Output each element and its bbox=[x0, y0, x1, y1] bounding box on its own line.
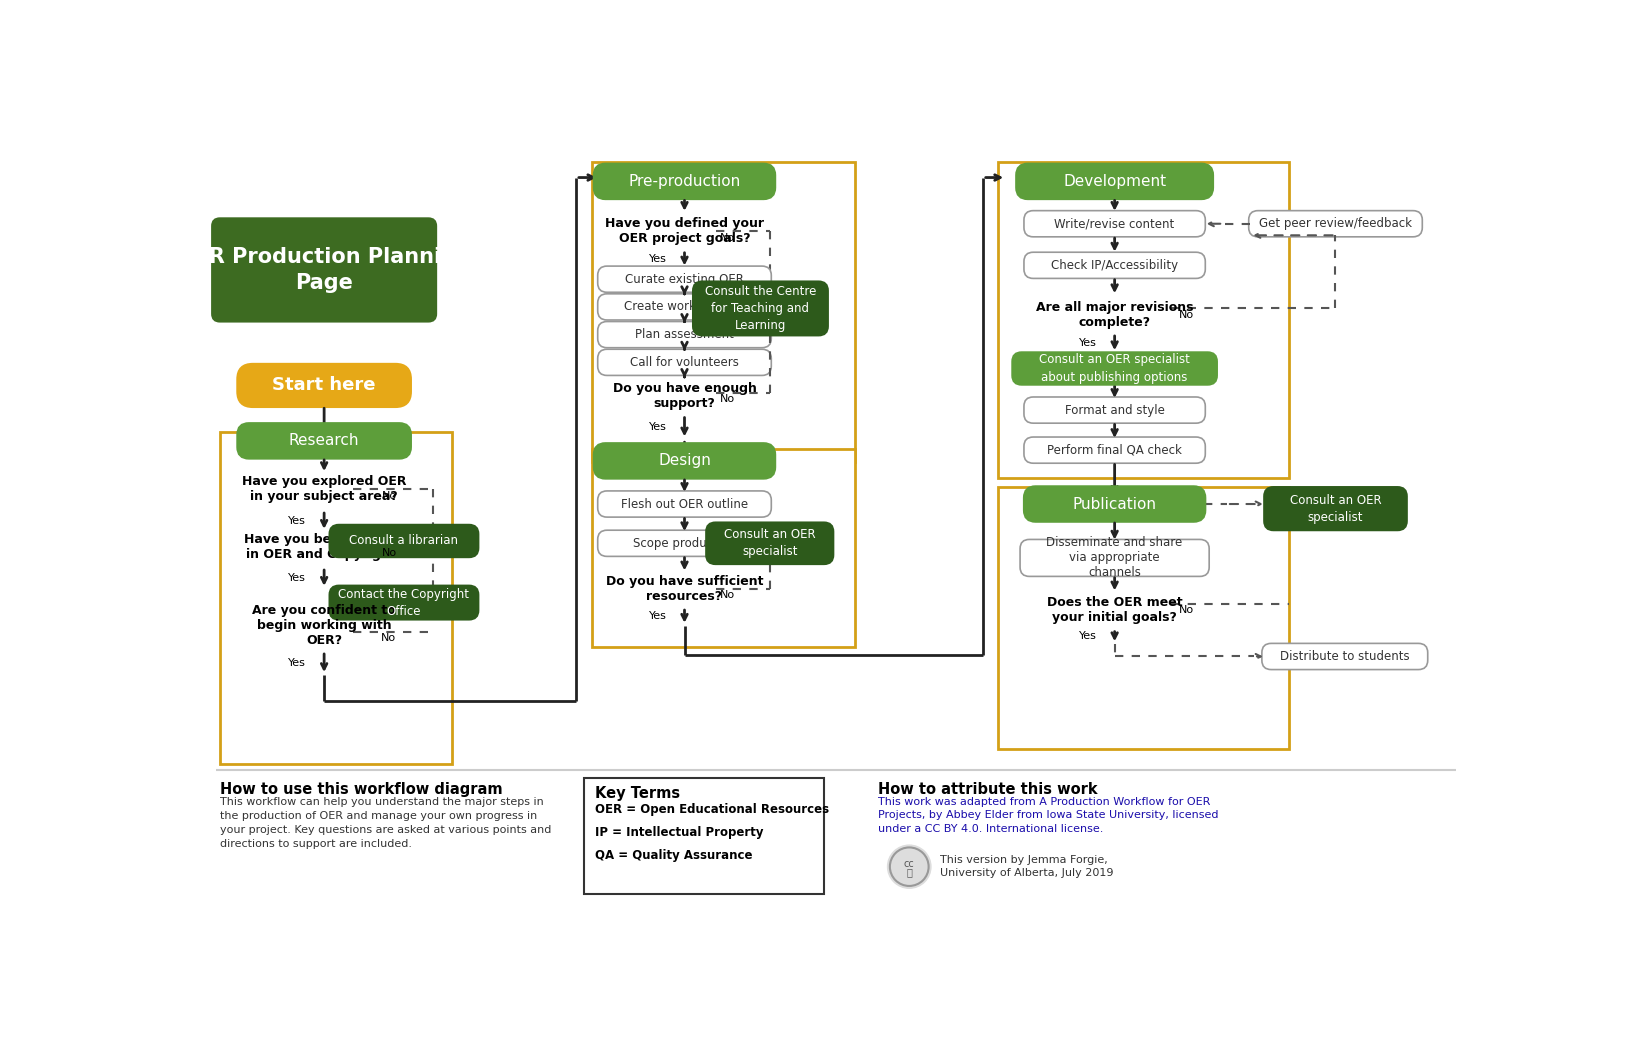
Bar bbox=[999, 487, 1289, 749]
Text: Consult an OER
specialist: Consult an OER specialist bbox=[1289, 493, 1381, 524]
FancyBboxPatch shape bbox=[594, 164, 775, 200]
FancyBboxPatch shape bbox=[330, 525, 478, 558]
FancyBboxPatch shape bbox=[694, 282, 827, 336]
Circle shape bbox=[888, 845, 930, 888]
Text: Get peer review/feedback: Get peer review/feedback bbox=[1258, 218, 1412, 230]
Text: Consult a librarian: Consult a librarian bbox=[349, 534, 459, 547]
Text: Pre-production: Pre-production bbox=[628, 174, 741, 189]
Text: QA = Quality Assurance: QA = Quality Assurance bbox=[596, 849, 752, 862]
FancyBboxPatch shape bbox=[597, 266, 772, 293]
FancyBboxPatch shape bbox=[597, 530, 772, 557]
FancyBboxPatch shape bbox=[212, 219, 436, 321]
FancyBboxPatch shape bbox=[1023, 210, 1206, 237]
Text: Flesh out OER outline: Flesh out OER outline bbox=[620, 497, 747, 510]
Text: Publication: Publication bbox=[1072, 496, 1157, 511]
Bar bbox=[584, 778, 824, 893]
Text: Start here: Start here bbox=[273, 376, 375, 395]
Text: Key Terms: Key Terms bbox=[596, 786, 681, 800]
Text: No: No bbox=[380, 633, 397, 643]
Text: University of Alberta, July 2019: University of Alberta, July 2019 bbox=[940, 868, 1113, 879]
Text: Design: Design bbox=[658, 453, 712, 469]
Text: This workflow can help you understand the major steps in
the production of OER a: This workflow can help you understand th… bbox=[219, 797, 552, 849]
Text: Have you defined your
OER project goals?: Have you defined your OER project goals? bbox=[605, 218, 764, 245]
Bar bbox=[591, 449, 855, 647]
Text: No: No bbox=[1178, 605, 1195, 616]
Text: cc: cc bbox=[904, 859, 914, 869]
Text: Does the OER meet
your initial goals?: Does the OER meet your initial goals? bbox=[1046, 597, 1183, 624]
FancyBboxPatch shape bbox=[1020, 540, 1209, 577]
Text: Create working docs: Create working docs bbox=[623, 300, 746, 314]
Text: OER Production Planning
Page: OER Production Planning Page bbox=[178, 247, 472, 294]
Text: Write/revise content: Write/revise content bbox=[1054, 218, 1175, 230]
FancyBboxPatch shape bbox=[330, 586, 478, 620]
Text: Do you have sufficient
resources?: Do you have sufficient resources? bbox=[605, 574, 764, 603]
Text: No: No bbox=[720, 590, 736, 600]
FancyBboxPatch shape bbox=[237, 423, 411, 458]
Text: No: No bbox=[720, 232, 736, 243]
Text: No: No bbox=[720, 394, 736, 404]
Text: Consult an OER
specialist: Consult an OER specialist bbox=[725, 528, 816, 559]
Text: Consult an OER specialist
about publishing options: Consult an OER specialist about publishi… bbox=[1040, 354, 1190, 383]
Text: Yes: Yes bbox=[287, 658, 305, 667]
FancyBboxPatch shape bbox=[1265, 487, 1407, 530]
Text: Have you been trained
in OER and Copyright?: Have you been trained in OER and Copyrig… bbox=[245, 533, 405, 561]
Text: Disseminate and share
via appropriate
channels: Disseminate and share via appropriate ch… bbox=[1046, 536, 1183, 580]
Text: IP = Intellectual Property: IP = Intellectual Property bbox=[596, 826, 764, 838]
FancyBboxPatch shape bbox=[594, 444, 775, 478]
Text: Curate existing OER: Curate existing OER bbox=[625, 272, 744, 286]
Text: Perform final QA check: Perform final QA check bbox=[1048, 444, 1182, 456]
Text: Call for volunteers: Call for volunteers bbox=[630, 356, 739, 369]
Text: Yes: Yes bbox=[650, 254, 667, 264]
Text: Yes: Yes bbox=[1079, 631, 1097, 641]
Text: OER = Open Educational Resources: OER = Open Educational Resources bbox=[596, 803, 829, 816]
Text: No: No bbox=[382, 548, 397, 559]
FancyBboxPatch shape bbox=[1248, 210, 1423, 237]
Text: Have you explored OER
in your subject area?: Have you explored OER in your subject ar… bbox=[242, 475, 406, 504]
FancyBboxPatch shape bbox=[597, 294, 772, 320]
Text: Yes: Yes bbox=[287, 516, 305, 526]
Text: Contact the Copyright
Office: Contact the Copyright Office bbox=[338, 587, 470, 618]
Text: Yes: Yes bbox=[287, 573, 305, 583]
FancyBboxPatch shape bbox=[237, 364, 411, 407]
Text: under a CC BY 4.0. International license.: under a CC BY 4.0. International license… bbox=[878, 824, 1103, 833]
Text: No: No bbox=[1178, 309, 1195, 320]
Bar bbox=[219, 432, 452, 765]
FancyBboxPatch shape bbox=[1262, 643, 1428, 670]
FancyBboxPatch shape bbox=[1012, 353, 1217, 384]
Text: Are all major revisions
complete?: Are all major revisions complete? bbox=[1036, 301, 1193, 328]
Text: Research: Research bbox=[289, 433, 359, 449]
Text: Consult the Centre
for Teaching and
Learning: Consult the Centre for Teaching and Lear… bbox=[705, 285, 816, 332]
FancyBboxPatch shape bbox=[1023, 487, 1206, 522]
FancyBboxPatch shape bbox=[1023, 437, 1206, 464]
Text: This version by Jemma Forgie,: This version by Jemma Forgie, bbox=[940, 855, 1108, 865]
Text: Yes: Yes bbox=[650, 611, 667, 621]
Bar bbox=[999, 163, 1289, 477]
Text: How to use this workflow diagram: How to use this workflow diagram bbox=[219, 782, 503, 797]
Text: No: No bbox=[382, 491, 397, 501]
Text: This work was adapted from A Production Workflow for OER: This work was adapted from A Production … bbox=[878, 797, 1211, 808]
Text: ⓘ: ⓘ bbox=[906, 867, 912, 878]
Text: Plan assessment: Plan assessment bbox=[635, 328, 734, 341]
FancyBboxPatch shape bbox=[1023, 252, 1206, 279]
FancyBboxPatch shape bbox=[597, 491, 772, 517]
Text: Are you confident to
begin working with
OER?: Are you confident to begin working with … bbox=[253, 604, 397, 647]
FancyBboxPatch shape bbox=[1023, 397, 1206, 423]
Text: Distribute to students: Distribute to students bbox=[1279, 650, 1410, 663]
Text: Scope production: Scope production bbox=[633, 536, 736, 550]
FancyBboxPatch shape bbox=[597, 350, 772, 376]
Text: Projects, by Abbey Elder from Iowa State University, licensed: Projects, by Abbey Elder from Iowa State… bbox=[878, 811, 1219, 821]
FancyBboxPatch shape bbox=[707, 523, 834, 564]
Text: Do you have enough
support?: Do you have enough support? bbox=[612, 382, 757, 410]
FancyBboxPatch shape bbox=[597, 321, 772, 347]
Text: How to attribute this work: How to attribute this work bbox=[878, 782, 1098, 797]
Text: Yes: Yes bbox=[650, 422, 667, 432]
Text: Check IP/Accessibility: Check IP/Accessibility bbox=[1051, 259, 1178, 271]
Bar bbox=[591, 163, 855, 463]
FancyBboxPatch shape bbox=[1017, 164, 1213, 200]
Text: Yes: Yes bbox=[1079, 338, 1097, 348]
Text: Development: Development bbox=[1062, 174, 1167, 189]
Text: Format and style: Format and style bbox=[1064, 403, 1165, 416]
